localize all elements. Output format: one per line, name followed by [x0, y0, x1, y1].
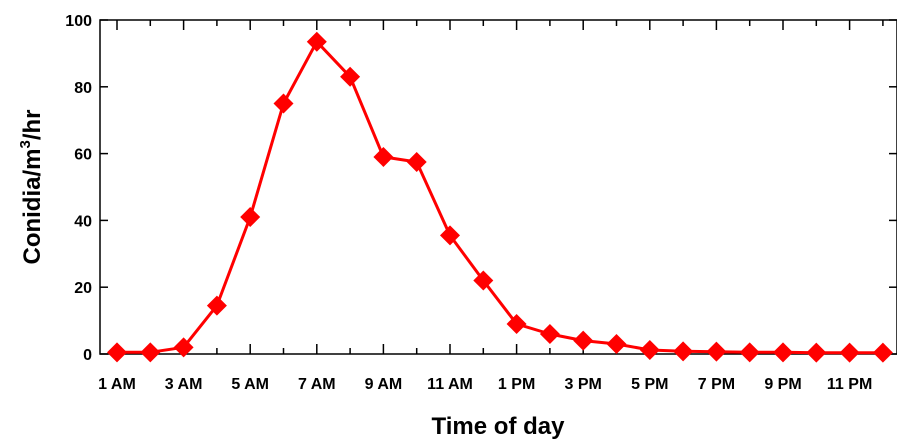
- x-tick-label: 3 PM: [565, 376, 602, 393]
- data-point-marker: [739, 342, 760, 363]
- y-axis-title-superscript: 3: [17, 140, 34, 148]
- data-point-marker: [773, 342, 793, 363]
- y-axis-title-suffix: /hr: [19, 109, 46, 140]
- series-layer: [107, 31, 893, 363]
- x-tick-label: 5 PM: [631, 376, 668, 393]
- data-point-marker: [473, 270, 494, 291]
- data-point-marker: [406, 151, 427, 172]
- x-tick-label: 5 AM: [231, 376, 269, 393]
- y-tick-label: 60: [74, 147, 92, 164]
- data-point-marker: [140, 342, 161, 363]
- data-point-marker: [806, 342, 827, 363]
- y-axis-ticks: 0 20 40 60 80 100: [65, 13, 897, 364]
- x-axis-title: Time of day: [432, 413, 566, 440]
- y-axis-title: Conidia/m3/hr: [17, 109, 46, 264]
- x-tick-label: 11 PM: [827, 376, 872, 393]
- x-axis-ticks: 1 AM 3 AM 5 AM 7 AM 9 AM 11 AM 1 PM 3 PM 5 PM 7 P…: [98, 20, 884, 393]
- y-tick-label: 40: [74, 213, 92, 230]
- data-point-marker: [839, 342, 860, 363]
- data-point-marker: [673, 341, 694, 362]
- y-tick-label: 0: [83, 347, 92, 364]
- data-point-marker: [539, 323, 560, 344]
- data-point-marker: [206, 295, 227, 316]
- x-tick-label: 1 AM: [98, 376, 136, 393]
- x-tick-label: 1 PM: [498, 376, 535, 393]
- x-tick-label: 9 AM: [365, 376, 403, 393]
- plot-area-frame: [99, 19, 897, 355]
- data-point-marker: [340, 66, 361, 87]
- y-axis-title-base: Conidia/m: [19, 149, 46, 265]
- data-point-marker: [573, 330, 594, 351]
- data-point-marker: [107, 342, 127, 363]
- data-point-marker: [373, 146, 394, 167]
- data-point-marker: [506, 313, 527, 334]
- data-point-marker: [440, 225, 460, 246]
- data-point-marker: [639, 339, 660, 360]
- y-tick-label: 20: [74, 280, 92, 297]
- data-point-marker: [306, 31, 327, 52]
- data-point-marker: [872, 342, 893, 363]
- y-tick-label: 80: [74, 80, 92, 97]
- data-point-marker: [606, 333, 627, 354]
- x-tick-label: 9 PM: [764, 376, 801, 393]
- y-tick-label: 100: [65, 13, 92, 30]
- x-tick-label: 7 PM: [698, 376, 735, 393]
- series-line: [117, 40, 883, 355]
- data-point-marker: [706, 341, 727, 362]
- data-point-marker: [173, 337, 194, 358]
- data-point-marker: [273, 93, 294, 114]
- data-point-marker: [240, 207, 261, 228]
- x-tick-label: 11 AM: [427, 376, 473, 393]
- x-tick-label: 3 AM: [165, 376, 203, 393]
- x-tick-label: 7 AM: [298, 376, 336, 393]
